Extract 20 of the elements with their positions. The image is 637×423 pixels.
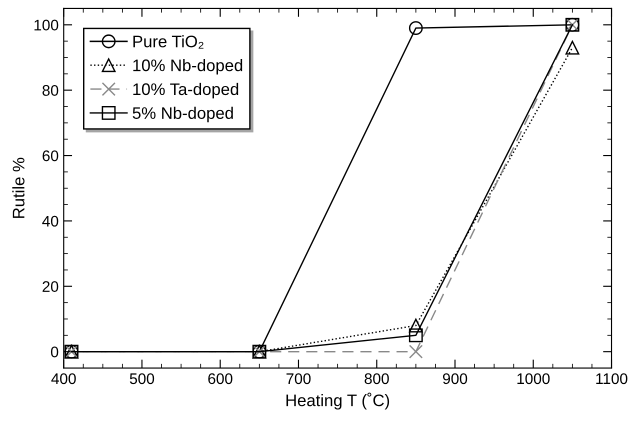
legend-label: 10% Nb-doped [133,58,242,75]
legend-label: 10% Ta-doped [133,82,238,98]
y-tick-label: 80 [42,85,58,96]
x-tick-label: 400 [51,373,76,384]
y-tick-label: 20 [42,281,58,292]
legend-label: Pure TiO₂ [133,35,204,49]
legend-label: 5% Nb-doped [132,106,233,122]
x-axis-title: Heating T (˚C) [286,392,390,410]
y-tick-label: 0 [50,346,58,358]
y-axis-title: Rutile % [12,158,24,218]
y-tick-label: 40 [42,216,58,227]
x-tick-label: 600 [208,373,232,384]
x-tick-label: 800 [364,373,389,384]
x-tick-label: 700 [286,373,311,384]
x-tick-label: 900 [442,373,468,384]
y-tick-label: 100 [34,20,58,30]
x-tick-label: 500 [130,373,154,384]
x-tick-label: 1100 [596,373,628,384]
x-tick-label: 1000 [517,373,550,384]
y-tick-label: 60 [42,150,58,162]
